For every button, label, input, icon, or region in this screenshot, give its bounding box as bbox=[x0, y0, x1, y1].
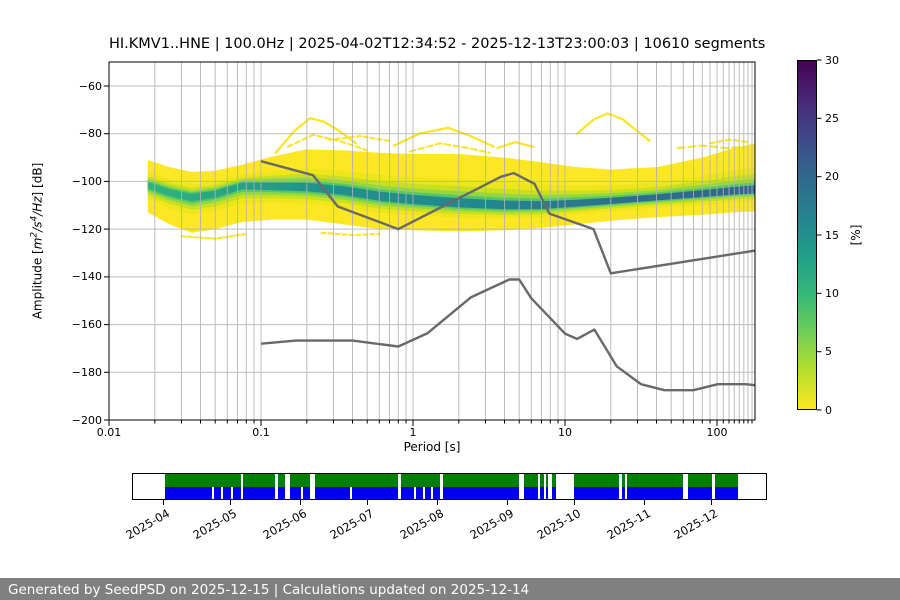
x-axis-label: Period [s] bbox=[403, 440, 461, 454]
timeline-gap bbox=[310, 474, 315, 499]
timeline-tick bbox=[574, 500, 575, 505]
y-tick-label: −120 bbox=[71, 222, 102, 236]
timeline-gap bbox=[547, 474, 552, 499]
timeline-gap bbox=[413, 486, 416, 499]
colorbar-tick-label: 30 bbox=[825, 53, 839, 67]
timeline-gap bbox=[543, 474, 546, 499]
ppsd-wisp bbox=[320, 231, 381, 237]
timeline-gap bbox=[241, 474, 243, 499]
timeline-gap bbox=[556, 474, 574, 499]
axes-frame bbox=[108, 61, 756, 421]
x-tick-label: 0.1 bbox=[252, 426, 270, 439]
timeline-tick bbox=[436, 500, 438, 505]
ppsd-wisp bbox=[575, 112, 651, 142]
ppsd-wisp bbox=[180, 232, 248, 240]
noise-model-low bbox=[260, 278, 755, 392]
timeline-tick bbox=[229, 500, 231, 505]
timeline-gap bbox=[212, 486, 214, 499]
timeline-tick bbox=[299, 500, 301, 505]
timeline-data-row bbox=[165, 486, 738, 499]
x-tick-label: 1 bbox=[409, 426, 417, 439]
ppsd-band bbox=[147, 182, 755, 210]
timeline-gap bbox=[538, 474, 541, 499]
timeline-gap bbox=[519, 474, 524, 499]
footer-bar: Generated by SeedPSD on 2025-12-15 | Cal… bbox=[0, 578, 900, 600]
colorbar-tick-label: 15 bbox=[825, 228, 839, 242]
timeline-tick bbox=[367, 500, 369, 505]
colorbar-tick-label: 5 bbox=[825, 345, 832, 359]
gridlines bbox=[109, 62, 755, 420]
timeline-gap bbox=[624, 474, 627, 499]
timeline-gap bbox=[422, 486, 425, 499]
coverage-timeline: 2025-04 2025-05 2025-06 2025-07 2025-08 2025-… bbox=[123, 473, 767, 542]
timeline-gap bbox=[683, 474, 688, 499]
noise-models bbox=[260, 160, 755, 392]
colorbar-tick-label: 20 bbox=[825, 170, 839, 184]
ppsd-wisp bbox=[676, 144, 745, 150]
ppsd-heatmap bbox=[147, 112, 755, 240]
footer-text: Generated by SeedPSD on 2025-12-15 | Cal… bbox=[8, 582, 530, 598]
noise-model-high bbox=[260, 160, 755, 275]
timeline-tick bbox=[710, 500, 712, 505]
timeline-gap bbox=[619, 474, 622, 499]
y-tick-label: −180 bbox=[71, 365, 102, 379]
ppsd-wisp bbox=[286, 133, 369, 152]
y-tick-label: −60 bbox=[78, 79, 102, 93]
y-tick-label: −200 bbox=[71, 413, 102, 427]
y-tick-label: −80 bbox=[78, 127, 102, 141]
colorbar-tick-label: 0 bbox=[825, 403, 832, 417]
timeline-gap bbox=[284, 474, 290, 499]
ppsd-wisp bbox=[496, 140, 535, 150]
x-tick-label: 10 bbox=[558, 426, 572, 439]
timeline-gap bbox=[431, 486, 433, 499]
ppsd-wisp bbox=[392, 126, 495, 148]
timeline-gap bbox=[398, 474, 401, 499]
colorbar-tick-label: 10 bbox=[825, 286, 839, 300]
timeline-gap bbox=[440, 474, 443, 499]
colorbar-tick-label: 25 bbox=[825, 111, 839, 125]
colorbar bbox=[797, 60, 817, 410]
x-tick-label: 100 bbox=[706, 426, 728, 439]
timeline-availability-row bbox=[165, 474, 738, 487]
timeline-tick bbox=[506, 500, 508, 505]
timeline-gap bbox=[221, 486, 223, 499]
timeline-tick bbox=[163, 500, 164, 505]
y-tick-label: −160 bbox=[71, 318, 102, 332]
x-tick-label: 0.01 bbox=[96, 426, 122, 439]
timeline-gap bbox=[275, 474, 279, 499]
timeline-tick bbox=[644, 500, 646, 505]
tick-marks bbox=[104, 85, 753, 426]
y-tick-label: −140 bbox=[71, 270, 102, 284]
timeline-gap bbox=[712, 474, 715, 499]
y-tick-label: −100 bbox=[71, 174, 102, 188]
ppsd-wisp bbox=[408, 142, 491, 154]
timeline-gap bbox=[301, 486, 303, 499]
plot-title: HI.KMV1..HNE | 100.0Hz | 2025-04-02T12:3… bbox=[109, 36, 766, 52]
timeline-gap bbox=[231, 486, 234, 499]
timeline-gap bbox=[350, 486, 353, 499]
